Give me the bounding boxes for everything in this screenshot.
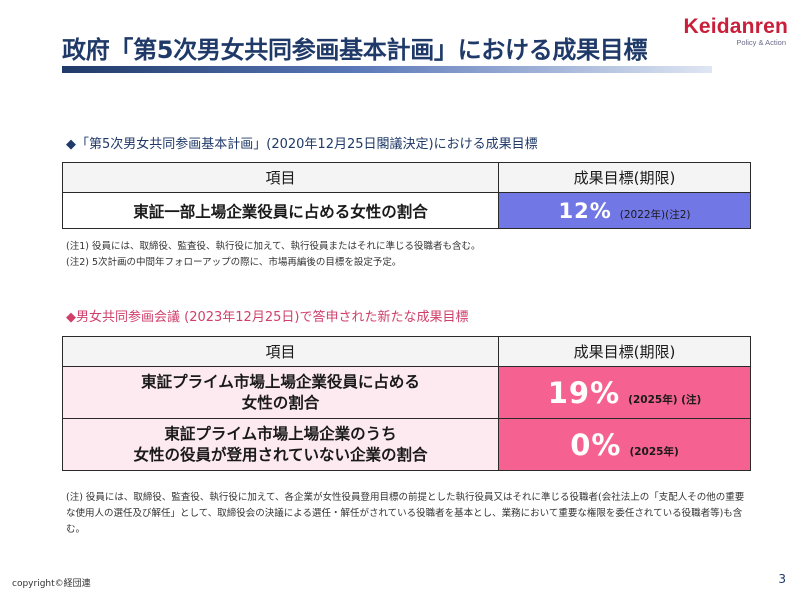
row-item: 東証プライム市場上場企業役員に占める 女性の割合 [62, 366, 499, 419]
row-item-line2: 女性の役員が登用されていない企業の割合 [133, 445, 428, 464]
target-note: (2022年)(注2) [619, 208, 691, 221]
row-target: 19% (2025年) (注) [498, 366, 751, 419]
col-header-item: 項目 [62, 336, 499, 367]
row-item: 東証一部上場企業役員に占める女性の割合 [62, 192, 499, 229]
target-value: 12% [558, 198, 612, 223]
copyright: copyright©経団連 [12, 579, 91, 589]
row-target: 12% (2022年)(注2) [498, 192, 751, 229]
page-number: 3 [778, 572, 786, 586]
section2-heading: ◆男女共同参画会議 (2023年12月25日)で答申された新たな成果目標 [66, 310, 469, 325]
title-underline [62, 66, 712, 73]
keidanren-logo: Keidanren Policy & Action [683, 15, 789, 48]
row-item: 東証プライム市場上場企業のうち 女性の役員が登用されていない企業の割合 [62, 418, 499, 471]
section2-note: (注) 役員には、取締役、監査役、執行役に加えて、各企業が女性役員登用目標の前提… [66, 492, 745, 535]
row-item-line1: 東証プライム市場上場企業のうち [164, 424, 397, 443]
section1-heading: ◆「第5次男女共同参画基本計画」(2020年12月25日閣議決定)における成果目… [66, 137, 538, 152]
target-value: 19% [547, 375, 621, 410]
target-note: (2025年) [629, 445, 679, 458]
col-header-target: 成果目標(期限) [498, 162, 751, 193]
section1-note-1: (注1) 役員には、取締役、監査役、執行役に加えて、執行役員またはそれに準じる役… [66, 241, 481, 252]
table-row: 東証プライム市場上場企業役員に占める 女性の割合 19% (2025年) (注) [62, 366, 751, 419]
section2-table: 項目 成果目標(期限) 東証プライム市場上場企業役員に占める 女性の割合 19%… [62, 336, 751, 471]
target-value: 0% [570, 427, 622, 462]
section1-note-2: (注2) 5次計画の中間年フォローアップの際に、市場再編後の目標を設定予定。 [66, 257, 402, 268]
logo-tagline: Policy & Action [736, 38, 786, 47]
table-row: 東証プライム市場上場企業のうち 女性の役員が登用されていない企業の割合 0% (2… [62, 418, 751, 471]
col-header-item: 項目 [62, 162, 499, 193]
table-header-row: 項目 成果目標(期限) [62, 162, 751, 193]
row-target: 0% (2025年) [498, 418, 751, 471]
table-header-row: 項目 成果目標(期限) [62, 336, 751, 367]
logo-wordmark: Keidanren [683, 15, 788, 38]
col-header-target: 成果目標(期限) [498, 336, 751, 367]
row-item-line1: 東証プライム市場上場企業役員に占める [141, 372, 420, 391]
table-row: 東証一部上場企業役員に占める女性の割合 12% (2022年)(注2) [62, 192, 751, 229]
row-item-line2: 女性の割合 [241, 393, 320, 412]
section1-table: 項目 成果目標(期限) 東証一部上場企業役員に占める女性の割合 12% (2022… [62, 162, 751, 229]
target-note: (2025年) (注) [628, 393, 702, 406]
slide-title: 政府「第5次男女共同参画基本計画」における成果目標 [62, 36, 648, 64]
